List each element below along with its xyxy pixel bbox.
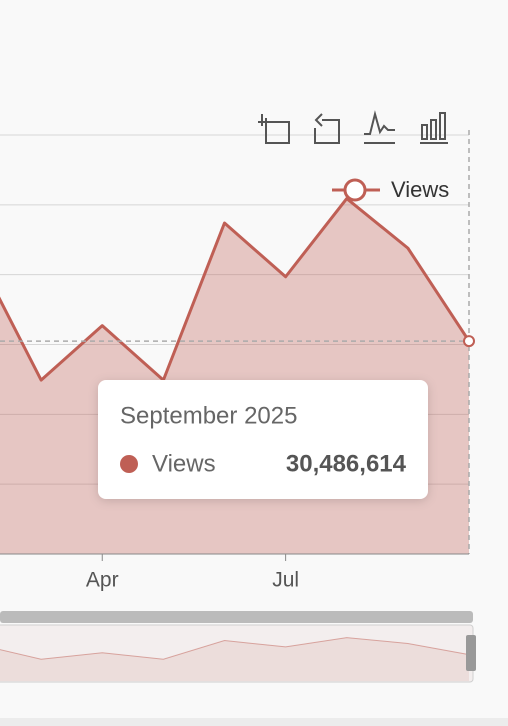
bar-icon[interactable] [420, 112, 448, 144]
zoom-icon[interactable] [258, 114, 290, 144]
tooltip: September 2025 Views 30,486,614 [98, 380, 428, 499]
tooltip-value: 30,486,614 [286, 450, 407, 477]
zoom-handle[interactable] [466, 635, 476, 671]
data-zoom[interactable] [0, 611, 476, 683]
zoom-area [0, 637, 469, 681]
tooltip-title: September 2025 [120, 402, 297, 429]
tooltip-series: Views [152, 450, 216, 477]
legend[interactable]: Views [332, 177, 449, 202]
legend-marker [343, 178, 367, 202]
line-icon[interactable] [364, 110, 395, 144]
tooltip-box [98, 380, 428, 499]
point [463, 335, 475, 348]
x-tick-label: Apr [86, 569, 119, 592]
tooltip-marker [120, 455, 138, 473]
zoom-reset-icon[interactable] [314, 113, 340, 144]
x-axis: Apr Jul [0, 553, 469, 592]
line [0, 197, 471, 382]
footer-bar [0, 718, 508, 726]
toolbox[interactable] [258, 110, 448, 144]
zoom-line [0, 637, 470, 660]
legend-label[interactable]: Views [391, 177, 449, 202]
x-tick-label: Jul [272, 569, 299, 592]
area [0, 198, 469, 554]
zoom-track[interactable] [0, 611, 473, 623]
